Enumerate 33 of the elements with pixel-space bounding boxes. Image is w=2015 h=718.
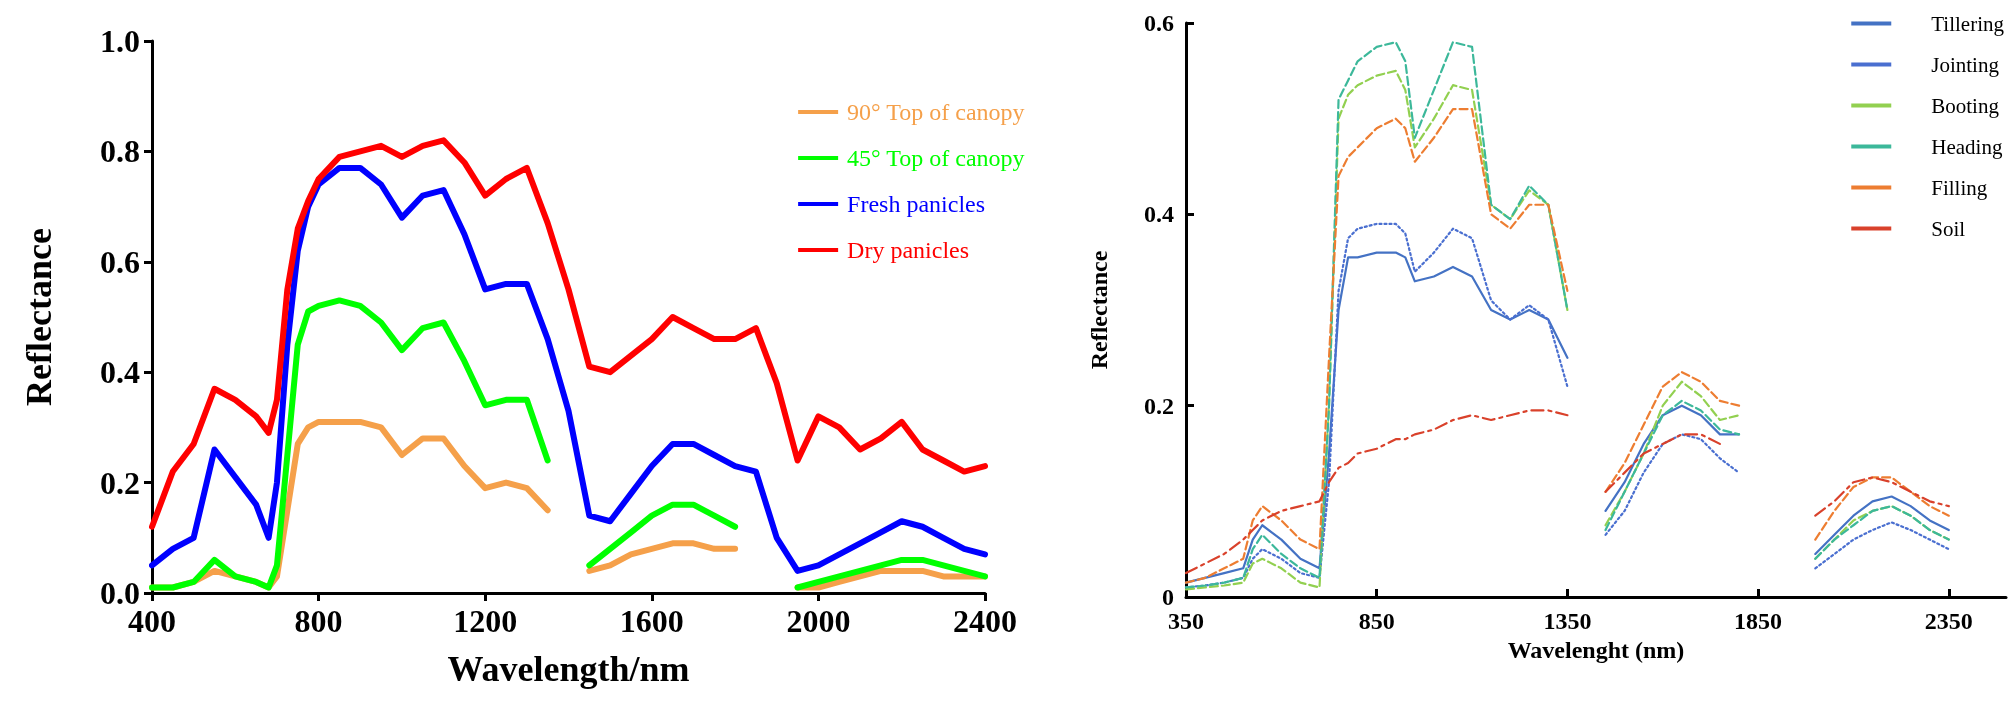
- x-tick-label: 1200: [453, 603, 518, 639]
- y-axis-title: Reflectance: [1086, 250, 1112, 370]
- legend-label: Soil: [1931, 216, 1966, 241]
- legend-label: Booting: [1931, 93, 2000, 118]
- legend-label: Dry panicles: [847, 237, 970, 263]
- legend-label: 90° Top of canopy: [847, 99, 1025, 125]
- x-axis-title: Wavelenght (nm): [1507, 636, 1685, 663]
- y-tick-label: 0.4: [100, 354, 140, 391]
- x-tick-label: 1850: [1734, 608, 1783, 634]
- y-tick-label: 0.6: [100, 243, 140, 280]
- x-tick-label: 1600: [619, 603, 684, 639]
- y-axis-title: Reflectance: [19, 228, 59, 406]
- y-tick-label: 0.2: [100, 464, 140, 501]
- x-tick-label: 800: [294, 603, 343, 639]
- y-tick-label: 0: [1162, 584, 1174, 610]
- x-tick-label: 1350: [1543, 608, 1592, 634]
- x-tick-label: 350: [1168, 608, 1204, 634]
- legend-label: Fresh panicles: [847, 191, 986, 217]
- y-tick-label: 0.4: [1144, 201, 1174, 228]
- x-tick-label: 2350: [1924, 608, 1973, 634]
- y-tick-label: 0.8: [100, 133, 140, 170]
- legend-label: Tillering: [1931, 11, 2005, 36]
- x-tick-label: 850: [1358, 608, 1395, 634]
- y-tick-label: 0.2: [1144, 392, 1174, 419]
- x-tick-label: 2000: [786, 603, 851, 639]
- legend-label: 45° Top of canopy: [847, 145, 1025, 171]
- y-tick-label: 1.0: [100, 23, 140, 59]
- legend-label: Jointing: [1931, 52, 2000, 77]
- legend-label: Filling: [1931, 175, 1988, 200]
- y-tick-label: 0.6: [1144, 10, 1174, 36]
- x-tick-label: 2400: [953, 603, 1017, 639]
- x-axis-title: Wavelength/nm: [447, 649, 690, 689]
- legend-label: Heading: [1931, 134, 2003, 159]
